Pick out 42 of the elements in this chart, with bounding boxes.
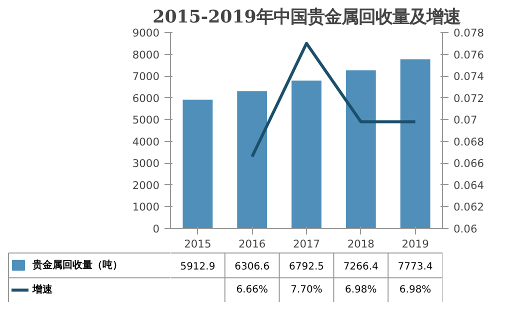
x-tick-label: 2015 [184,238,212,250]
y2-tick-label: 0.06 [454,222,478,236]
y-tick-label: 3000 [132,157,160,170]
legend-label: 贵金属回收量（吨） [32,258,122,271]
y2-tick-label: 0.066 [454,157,484,170]
data-label: 6.98% [345,284,377,296]
y2-tick-label: 0.074 [454,70,484,84]
y2-tick-label: 0.068 [454,135,484,148]
bar [292,80,322,228]
data-label: 6792.5 [289,261,324,272]
y-tick-label: 9000 [132,26,160,40]
bar [182,100,213,228]
y-tick-label: 7000 [132,70,160,84]
x-tick-label: 2019 [402,238,430,250]
bar [400,59,430,228]
legend-label: 增速 [32,284,54,296]
data-label: 5912.9 [180,261,216,272]
y-tick-label: 5000 [132,114,160,127]
data-label: 7773.4 [398,261,433,272]
y2-tick-label: 0.07 [454,114,478,127]
y2-tick-label: 0.078 [454,26,484,40]
y2-tick-label: 0.072 [454,92,484,105]
x-tick-label: 2016 [238,238,266,250]
y-tick-label: 8000 [132,48,160,62]
data-label: 6.66% [236,284,268,296]
chart-title: 2015-2019年中国贵金属回收量及增速 [152,8,462,28]
data-label: 7.70% [290,284,322,296]
bar [346,70,376,228]
y2-tick-label: 0.064 [454,178,484,192]
x-tick-label: 2017 [292,238,320,250]
y-tick-label: 6000 [132,92,160,105]
x-tick-label: 2018 [347,238,375,250]
bar [237,91,268,228]
y-tick-label: 2000 [132,178,160,192]
y-tick-label: 1000 [132,200,160,214]
y2-tick-label: 0.062 [454,200,484,214]
y-tick-label: 4000 [132,135,160,148]
y-tick-label: 0 [152,222,160,236]
data-label: 6.98% [399,284,432,296]
y2-tick-label: 0.076 [454,48,484,62]
data-label: 7266.4 [343,261,378,272]
data-label: 6306.6 [234,261,270,272]
